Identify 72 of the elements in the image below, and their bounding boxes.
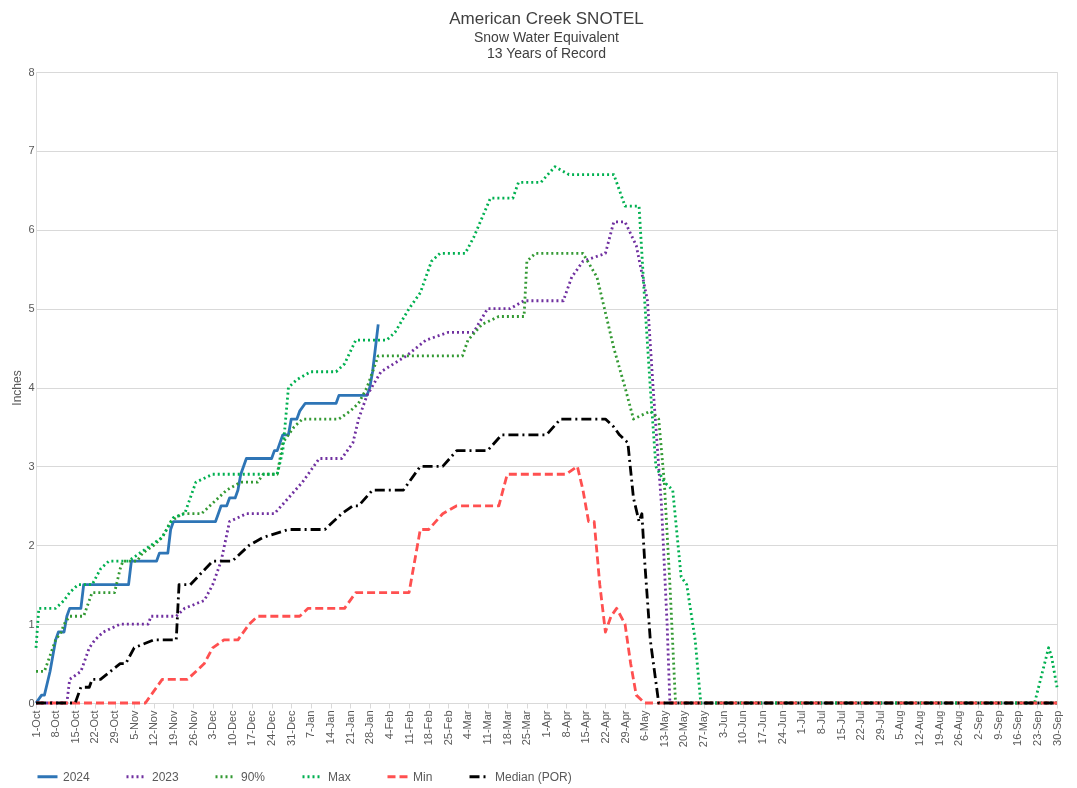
x-tick-label: 3-Dec [206,710,219,740]
chart-title: American Creek SNOTEL [449,9,644,28]
x-tick-label: 26-Nov [186,710,199,746]
x-tick-label: 12-Aug [913,710,926,746]
x-tick-label: 8-Jul [814,710,827,735]
x-tick-label: 1-Oct [29,710,42,738]
legend-label: Min [413,769,433,784]
y-tick-label: 7 [28,144,35,157]
legend-label: 2023 [152,769,180,784]
x-tick-label: 5-Nov [127,710,140,740]
x-tick-label: 24-Dec [265,710,278,746]
x-tick-label: 15-Apr [579,710,592,744]
x-tick-label: 28-Jan [363,710,376,745]
x-tick-label: 10-Jun [736,710,749,745]
y-axis-title: Inches [10,370,25,406]
x-tick-label: 11-Mar [481,710,494,745]
x-tick-label: 16-Sep [1011,710,1024,746]
y-tick-label: 2 [28,538,35,551]
x-tick-label: 14-Jan [324,710,337,745]
x-tick-label: 1-Apr [540,710,552,738]
x-tick-label: 5-Aug [893,710,906,740]
x-tick-label: 17-Dec [245,710,258,746]
x-tick-label: 23-Sep [1030,710,1043,746]
x-tick-label: 29-Jul [873,710,886,741]
x-tick-label: 7-Jan [304,710,317,739]
x-tick-label: 8-Oct [49,710,62,738]
x-tick-label: 1-Jul [795,710,808,735]
x-tick-label: 6-May [638,710,651,742]
y-tick-label: 1 [28,617,35,630]
x-tick-label: 2-Sep [971,710,984,740]
y-tick-label: 0 [28,696,35,709]
legend-label: 2024 [63,769,91,784]
x-tick-label: 20-May [677,710,690,748]
y-tick-label: 6 [28,223,35,236]
x-tick-label: 25-Feb [441,710,454,746]
x-tick-label: 9-Sep [991,710,1004,740]
x-tick-label: 24-Jun [775,710,788,745]
x-tick-label: 3-Jun [716,710,729,739]
x-tick-label: 13-May [657,710,670,748]
y-tick-label: 3 [28,459,35,472]
y-tick-label: 4 [28,381,35,393]
x-tick-label: 15-Oct [68,710,81,744]
y-tick-label: 8 [28,65,35,78]
x-tick-label: 21-Jan [343,710,356,745]
x-tick-label: 19-Nov [166,710,179,746]
line-series [34,323,380,705]
x-tick-label: 22-Oct [88,710,101,744]
x-tick-label: 4-Feb [382,710,395,740]
x-tick-label: 29-Apr [618,710,631,744]
x-tick-label: 22-Jul [854,710,867,741]
x-tick-label: 18-Feb [422,710,435,746]
x-tick-label: 12-Nov [147,710,160,746]
x-tick-label: 26-Aug [952,710,965,746]
x-tick-label: 29-Oct [108,710,121,744]
x-tick-label: 19-Aug [932,710,945,746]
x-tick-label: 4-Mar [461,710,474,740]
x-tick-label: 31-Dec [284,710,297,746]
legend-label: Median (POR) [495,769,572,784]
x-tick-label: 11-Feb [402,710,415,745]
y-tick-label: 5 [28,302,35,315]
legend-label: 90% [241,769,266,784]
chart-subtitle: Snow Water Equivalent 13 Years of Record [474,29,620,61]
x-tick-label: 27-May [697,710,710,748]
x-tick-label: 18-Mar [500,710,513,746]
x-tick-label: 30-Sep [1050,710,1063,746]
x-tick-label: 22-Apr [598,710,611,744]
legend-label: Max [328,769,351,784]
x-tick-label: 15-Jul [834,710,847,741]
x-tick-label: 8-Apr [559,710,572,738]
x-tick-label: 17-Jun [755,710,768,745]
x-tick-label: 10-Dec [225,710,238,746]
x-tick-label: 25-Mar [520,710,533,746]
